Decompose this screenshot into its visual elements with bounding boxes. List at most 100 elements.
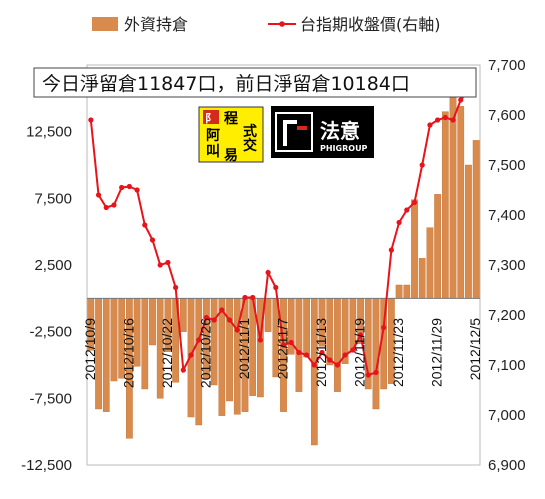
price-point bbox=[411, 199, 418, 206]
left-axis: -12,500 -7,500 -2,500 2,500 7,500 12,500 bbox=[21, 124, 72, 474]
price-point bbox=[95, 192, 102, 198]
logo-chengshi-char-6: 易 bbox=[224, 148, 238, 164]
left-tick-label: -12,500 bbox=[21, 457, 72, 474]
price-point bbox=[242, 294, 248, 301]
logo-chengshi-mark bbox=[203, 110, 219, 124]
right-tick-label: 7,100 bbox=[488, 357, 526, 374]
price-point bbox=[173, 284, 179, 291]
price-point bbox=[142, 222, 148, 228]
price-point bbox=[203, 314, 210, 321]
price-point bbox=[442, 114, 448, 121]
bar bbox=[334, 298, 341, 392]
bar-series bbox=[87, 87, 480, 446]
price-point bbox=[165, 259, 171, 266]
right-tick-label: 7,400 bbox=[488, 207, 526, 224]
price-point bbox=[327, 357, 333, 363]
price-point bbox=[180, 367, 186, 373]
price-point bbox=[234, 327, 240, 333]
price-point bbox=[334, 362, 341, 368]
price-point bbox=[265, 269, 271, 276]
legend: 外資持倉 台指期收盤價(右軸) bbox=[92, 15, 441, 34]
price-point bbox=[396, 219, 402, 226]
logo-phigroup-mark-stroke bbox=[283, 120, 287, 146]
x-tick-label: 2012/11/23 bbox=[390, 318, 406, 387]
logo-phigroup-mark-accent bbox=[297, 126, 307, 130]
x-tick-label: 2012/11/29 bbox=[429, 318, 445, 387]
price-point bbox=[149, 237, 156, 243]
bar bbox=[411, 199, 418, 299]
bar bbox=[102, 298, 110, 412]
x-tick-label: 2012/12/5 bbox=[467, 318, 483, 380]
price-point bbox=[450, 117, 456, 123]
price-point bbox=[119, 184, 125, 191]
banner-box bbox=[33, 67, 477, 98]
x-tick-label: 2012/10/16 bbox=[120, 318, 136, 388]
price-point bbox=[103, 204, 109, 211]
price-point bbox=[458, 97, 464, 103]
logo-phigroup-english: PHIGROUP bbox=[320, 144, 368, 153]
bar bbox=[264, 298, 272, 332]
bar bbox=[110, 298, 118, 382]
price-point bbox=[319, 349, 325, 356]
price-point bbox=[280, 342, 287, 348]
left-tick-label: -7,500 bbox=[29, 390, 72, 407]
logo-phigroup: 法意 PHIGROUP bbox=[271, 106, 374, 158]
price-point bbox=[273, 284, 279, 291]
price-point bbox=[311, 362, 317, 368]
price-point bbox=[196, 337, 202, 343]
price-point bbox=[188, 352, 194, 358]
price-point bbox=[126, 183, 132, 190]
x-tick-label: 2012/11/1 bbox=[236, 318, 252, 379]
plot-area bbox=[86, 64, 481, 466]
banner-text: 今日淨留倉11847口，前日淨留倉10184口 bbox=[42, 73, 410, 95]
bar bbox=[295, 298, 303, 392]
right-tick-label: 7,700 bbox=[488, 57, 526, 74]
right-tick-label: 7,300 bbox=[488, 257, 526, 274]
logo-chengshi-char-2: 式 bbox=[243, 123, 257, 140]
price-point bbox=[111, 202, 117, 208]
logo-phigroup-mark-stroke bbox=[283, 120, 297, 124]
bar bbox=[403, 284, 411, 299]
legend-bar-swatch bbox=[92, 17, 118, 31]
price-point bbox=[381, 324, 387, 331]
price-point bbox=[373, 369, 379, 376]
logo-chengshi-mark-text: 阝 bbox=[205, 111, 216, 125]
bar bbox=[179, 298, 187, 332]
logo-chengshi-char-4: 交 bbox=[243, 137, 257, 154]
bar bbox=[457, 106, 465, 299]
left-tick-label: 2,500 bbox=[34, 257, 72, 274]
price-point bbox=[134, 187, 140, 193]
price-point bbox=[304, 352, 310, 358]
price-point bbox=[350, 347, 356, 353]
left-tick-label: 7,500 bbox=[34, 190, 72, 207]
bar bbox=[218, 298, 226, 416]
price-point bbox=[157, 262, 163, 268]
x-tick-label: 2012/11/13 bbox=[313, 318, 329, 387]
price-point bbox=[211, 317, 217, 323]
bar bbox=[303, 298, 310, 358]
logo-chengshi-char-5: 叫 bbox=[206, 143, 220, 160]
price-point bbox=[88, 117, 94, 123]
price-point bbox=[365, 372, 371, 378]
bar bbox=[141, 298, 149, 390]
bar bbox=[441, 111, 449, 299]
price-point bbox=[226, 317, 233, 323]
bar bbox=[226, 298, 233, 402]
bar bbox=[434, 194, 441, 299]
right-tick-label: 7,600 bbox=[488, 107, 526, 124]
price-point bbox=[427, 122, 433, 128]
logo-phigroup-chinese: 法意 bbox=[320, 119, 360, 143]
price-point bbox=[288, 339, 294, 346]
logo-phigroup-box bbox=[271, 106, 374, 158]
bar bbox=[149, 298, 156, 346]
x-axis-tick-labels: 2012/10/9 2012/10/16 2012/10/22 2012/10/26 2… bbox=[82, 318, 483, 388]
x-tick-label: 2012/11/19 bbox=[352, 318, 368, 387]
bar bbox=[472, 140, 480, 299]
legend-bar-label: 外資持倉 bbox=[124, 15, 188, 34]
bar bbox=[426, 227, 434, 299]
price-point bbox=[404, 207, 410, 213]
bar bbox=[418, 258, 426, 299]
x-tick-label: 2012/10/9 bbox=[82, 318, 98, 380]
left-tick-label: 12,500 bbox=[26, 124, 72, 141]
